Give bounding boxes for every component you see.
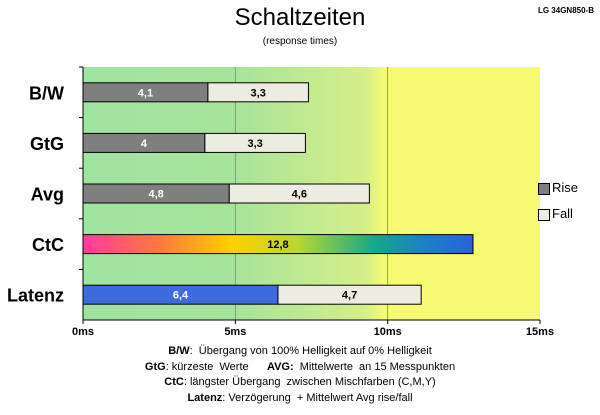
legend-swatch-fall xyxy=(538,209,550,221)
footnote-bw-term: B/W xyxy=(168,345,190,357)
bar-fall xyxy=(277,284,422,305)
monitor-model-label: LG 34GN850-B xyxy=(537,6,594,15)
footnote-bw-text: : Übergang von 100% Helligkeit auf 0% He… xyxy=(189,345,432,357)
footnote-latenz: Latenz: Verzögerung + Mittelwert Avg ris… xyxy=(0,392,600,404)
category-label: Avg xyxy=(31,185,64,205)
footnote-gtg-text: : kürzeste Werte xyxy=(165,361,267,373)
legend-label-fall: Fall xyxy=(552,206,573,221)
footnote-avg-term: AVG: xyxy=(266,361,294,373)
bar-label-fall: 3,3 xyxy=(251,87,266,99)
bar-fall xyxy=(204,132,306,153)
bar-label-fall: 3,3 xyxy=(247,138,262,150)
footnote-latenz-term: Latenz xyxy=(187,392,223,404)
footnote-ctc-text: : längster Übergang zwischen Mischfarben… xyxy=(183,376,436,388)
x-tick-label: 5ms xyxy=(224,326,246,338)
bar-label-rise: 4 xyxy=(141,138,148,150)
chart-title: Schaltzeiten xyxy=(234,4,366,31)
footnote-latenz-text: : Verzögerung + Mittelwert Avg rise/fall xyxy=(222,392,413,404)
bar-label-fall: 4,7 xyxy=(342,290,357,302)
footnote-avg-text: Mittelwerte an 15 Messpunkten xyxy=(293,361,456,373)
footnote-ctc-term: CtC xyxy=(164,376,184,388)
x-tick-label: 10ms xyxy=(374,326,402,338)
chart-subtitle: (response times) xyxy=(262,36,338,47)
footnote-gtg-avg: GtG: kürzeste Werte AVG: Mittelwerte an … xyxy=(0,361,600,373)
bar-label-rise: 12,8 xyxy=(267,239,288,251)
bar-label-rise: 6,4 xyxy=(173,290,189,302)
legend-swatch-rise xyxy=(538,183,550,195)
legend-item-fall: Fall xyxy=(538,206,573,221)
footnote-gtg-term: GtG xyxy=(144,361,166,373)
x-tick-label: 15ms xyxy=(526,326,554,338)
category-label: Latenz xyxy=(7,286,64,306)
x-tick-label: 0ms xyxy=(72,326,94,338)
category-label: B/W xyxy=(29,83,64,103)
bar-label-rise: 4,8 xyxy=(148,189,163,201)
bar-label-fall: 4,6 xyxy=(292,189,307,201)
category-label: GtG xyxy=(30,134,64,154)
bar-fall xyxy=(228,183,370,204)
legend-item-rise: Rise xyxy=(538,180,579,195)
footnote-ctc: CtC: längster Übergang zwischen Mischfar… xyxy=(0,376,600,388)
bar-fall xyxy=(207,82,309,103)
footnote-bw: B/W: Übergang von 100% Helligkeit auf 0%… xyxy=(0,345,600,357)
bar-label-rise: 4,1 xyxy=(138,87,153,99)
legend-label-rise: Rise xyxy=(552,180,579,195)
category-label: CtC xyxy=(32,235,64,255)
